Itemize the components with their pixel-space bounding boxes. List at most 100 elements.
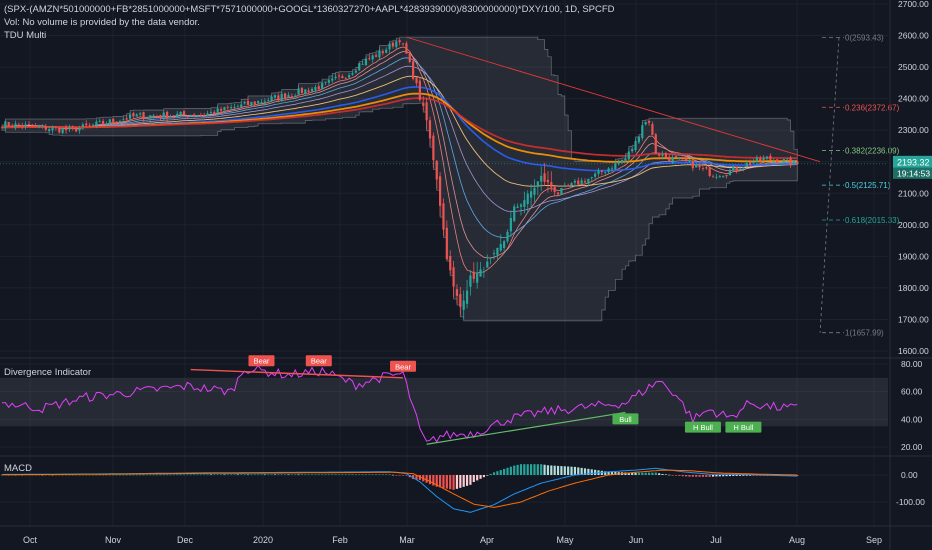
macd-tick-label: -100.00 bbox=[896, 497, 925, 507]
bear-label bbox=[390, 360, 417, 372]
macd-pane-title[interactable]: MACD bbox=[4, 463, 32, 474]
divergence-line bbox=[1, 364, 798, 443]
macd-histogram-bar bbox=[516, 464, 519, 475]
candle-body bbox=[762, 158, 765, 161]
candle-body bbox=[651, 123, 654, 135]
macd-histogram-bar bbox=[348, 474, 351, 476]
candle-body bbox=[499, 244, 502, 251]
candle-body bbox=[577, 180, 580, 185]
candle-body bbox=[681, 157, 684, 159]
candle-body bbox=[81, 124, 84, 127]
candle-body bbox=[176, 113, 179, 117]
y-tick-label: 2400.00 bbox=[898, 94, 929, 104]
x-tick-label: Oct bbox=[23, 535, 38, 545]
macd-histogram-bar bbox=[263, 474, 266, 476]
candle-body bbox=[4, 121, 7, 129]
candle-body bbox=[91, 124, 95, 126]
macd-histogram-bar bbox=[216, 474, 219, 476]
candle-body bbox=[149, 115, 152, 118]
fibonacci-level-label: 0(2593.43) bbox=[845, 34, 884, 43]
volume-note: Vol: No volume is provided by the data v… bbox=[4, 17, 200, 28]
x-tick-label: Jun bbox=[629, 535, 644, 545]
macd-histogram-bar bbox=[206, 474, 209, 476]
macd-histogram-bar bbox=[122, 474, 125, 476]
macd-histogram-bar bbox=[536, 464, 539, 475]
candle-body bbox=[337, 75, 341, 77]
candle-body bbox=[307, 90, 310, 92]
macd-histogram-bar bbox=[283, 474, 287, 476]
macd-histogram-bar bbox=[334, 474, 337, 476]
candle-body bbox=[283, 93, 287, 99]
candle-body bbox=[536, 181, 539, 187]
bull-label bbox=[684, 421, 721, 433]
macd-histogram-bar bbox=[341, 474, 344, 476]
macd-histogram-bar bbox=[64, 474, 68, 476]
divergence-pane-title[interactable]: Divergence Indicator bbox=[4, 367, 92, 378]
candle-body bbox=[209, 112, 213, 113]
candle-body bbox=[253, 101, 256, 105]
y-tick-label: 1800.00 bbox=[898, 283, 929, 293]
candle-body bbox=[587, 178, 590, 184]
macd-histogram-bar bbox=[297, 474, 300, 476]
macd-histogram-bar bbox=[439, 475, 442, 488]
macd-histogram-bar bbox=[290, 474, 293, 476]
macd-histogram-bar bbox=[631, 472, 634, 475]
macd-histogram-bar bbox=[418, 475, 421, 480]
x-tick-label: Feb bbox=[332, 535, 348, 545]
macd-histogram-bar bbox=[337, 474, 341, 476]
symbol-title[interactable]: (SPX-(AMZN*501000000+FB*2851000000+MSFT*… bbox=[4, 4, 615, 15]
candle-body bbox=[139, 113, 142, 115]
macd-histogram-bar bbox=[749, 475, 752, 476]
candle-body bbox=[290, 95, 293, 97]
candle-body bbox=[546, 179, 550, 183]
candle-body bbox=[354, 70, 357, 73]
x-tick-label: May bbox=[556, 535, 574, 545]
candle-body bbox=[489, 257, 492, 259]
candle-body bbox=[240, 104, 243, 108]
macd-histogram-bar bbox=[651, 472, 654, 475]
candle-body bbox=[604, 172, 607, 173]
y-tick-label: 1900.00 bbox=[898, 251, 929, 261]
macd-histogram-bar bbox=[668, 474, 671, 476]
candle-body bbox=[614, 163, 617, 170]
macd-histogram-bar bbox=[152, 474, 155, 476]
macd-histogram-bar bbox=[253, 474, 256, 476]
macd-histogram-bar bbox=[678, 475, 681, 476]
macd-histogram-bar bbox=[401, 475, 405, 476]
macd-histogram-bar bbox=[145, 474, 149, 476]
candle-body bbox=[759, 158, 762, 161]
candle-body bbox=[297, 88, 300, 95]
candle-body bbox=[257, 101, 260, 104]
candle-body bbox=[21, 125, 24, 127]
candle-body bbox=[563, 186, 566, 187]
macd-histogram-bar bbox=[354, 474, 357, 476]
macd-histogram-bar bbox=[368, 474, 371, 476]
candle-body bbox=[573, 180, 576, 183]
candle-body bbox=[405, 43, 408, 54]
candle-body bbox=[428, 120, 432, 139]
macd-histogram-bar bbox=[307, 474, 310, 476]
candle-body bbox=[142, 112, 145, 119]
y-tick-label: 2300.00 bbox=[898, 125, 929, 135]
macd-histogram-bar bbox=[671, 475, 674, 476]
candle-body bbox=[260, 102, 263, 103]
candle-body bbox=[364, 58, 368, 66]
macd-histogram-bar bbox=[577, 467, 580, 475]
candle-body bbox=[462, 300, 465, 310]
y-tick-label: 1600.00 bbox=[898, 346, 929, 356]
macd-histogram-bar bbox=[105, 474, 108, 476]
candle-body bbox=[439, 176, 442, 206]
macd-histogram-bar bbox=[51, 474, 54, 476]
macd-histogram-bar bbox=[102, 474, 105, 476]
y-tick-label: 2600.00 bbox=[898, 31, 929, 41]
macd-histogram-bar bbox=[304, 474, 307, 476]
x-tick-label: Apr bbox=[480, 535, 494, 545]
candle-body bbox=[348, 75, 351, 78]
candle-body bbox=[11, 125, 14, 127]
indicator-label[interactable]: TDU Multi bbox=[4, 30, 47, 41]
candle-body bbox=[385, 49, 388, 53]
macd-histogram-bar bbox=[745, 475, 748, 476]
candle-body bbox=[132, 113, 135, 117]
moving-average-line bbox=[1, 75, 798, 187]
